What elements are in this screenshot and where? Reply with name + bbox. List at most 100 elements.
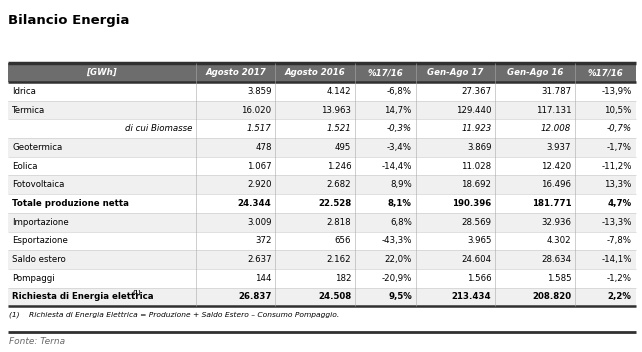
Bar xyxy=(496,194,575,213)
Bar xyxy=(196,232,275,250)
Text: 4.142: 4.142 xyxy=(327,87,351,96)
Text: 24.508: 24.508 xyxy=(318,293,351,301)
Text: Gen-Ago 16: Gen-Ago 16 xyxy=(507,68,564,77)
Bar xyxy=(496,63,575,82)
Text: 16.496: 16.496 xyxy=(541,180,571,189)
Text: Richiesta di Energia elettrica: Richiesta di Energia elettrica xyxy=(12,293,153,301)
Bar xyxy=(275,288,355,306)
Text: 2.637: 2.637 xyxy=(247,255,272,264)
Text: -14,1%: -14,1% xyxy=(601,255,632,264)
Bar xyxy=(8,194,196,213)
Bar xyxy=(8,269,196,288)
Text: Agosto 2016: Agosto 2016 xyxy=(285,68,345,77)
Text: 10,5%: 10,5% xyxy=(604,106,632,114)
Text: 13,3%: 13,3% xyxy=(604,180,632,189)
Text: 1.585: 1.585 xyxy=(546,274,571,283)
Bar xyxy=(496,175,575,194)
Text: 1.246: 1.246 xyxy=(327,162,351,171)
Bar xyxy=(415,138,496,157)
Text: 3.937: 3.937 xyxy=(547,143,571,152)
Bar xyxy=(275,63,355,82)
Bar xyxy=(496,250,575,269)
Bar xyxy=(196,175,275,194)
Text: Agosto 2017: Agosto 2017 xyxy=(205,68,266,77)
Text: (1)    Richiesta di Energia Elettrica = Produzione + Saldo Estero – Consumo Pomp: (1) Richiesta di Energia Elettrica = Pro… xyxy=(9,312,339,318)
Bar xyxy=(415,232,496,250)
Bar xyxy=(415,119,496,138)
Bar xyxy=(575,157,636,175)
Text: 181.771: 181.771 xyxy=(532,199,571,208)
Text: Fonte: Terna: Fonte: Terna xyxy=(9,337,65,346)
Bar xyxy=(575,138,636,157)
Text: Importazione: Importazione xyxy=(12,218,69,227)
Bar xyxy=(8,232,196,250)
Bar xyxy=(196,288,275,306)
Bar xyxy=(196,213,275,232)
Bar xyxy=(8,157,196,175)
Text: Pompaggi: Pompaggi xyxy=(12,274,55,283)
Bar xyxy=(196,269,275,288)
Text: 4.302: 4.302 xyxy=(546,236,571,245)
Bar xyxy=(415,194,496,213)
Text: Eolica: Eolica xyxy=(12,162,38,171)
Bar xyxy=(196,82,275,101)
Text: 31.787: 31.787 xyxy=(541,87,571,96)
Text: 28.634: 28.634 xyxy=(541,255,571,264)
Text: (1): (1) xyxy=(133,290,142,295)
Bar xyxy=(415,63,496,82)
Bar xyxy=(196,63,275,82)
Text: -43,3%: -43,3% xyxy=(381,236,412,245)
Bar xyxy=(8,119,196,138)
Bar xyxy=(275,269,355,288)
Text: %17/16: %17/16 xyxy=(587,68,623,77)
Bar xyxy=(8,82,196,101)
Bar xyxy=(415,101,496,119)
Bar xyxy=(496,157,575,175)
Text: 3.859: 3.859 xyxy=(247,87,272,96)
Bar xyxy=(496,269,575,288)
Text: 1.521: 1.521 xyxy=(327,124,351,133)
Bar xyxy=(575,82,636,101)
Text: 2,2%: 2,2% xyxy=(608,293,632,301)
Text: -11,2%: -11,2% xyxy=(601,162,632,171)
Bar xyxy=(415,288,496,306)
Bar xyxy=(496,288,575,306)
Bar xyxy=(8,288,196,306)
Bar xyxy=(355,194,415,213)
Bar xyxy=(275,194,355,213)
Text: 2.682: 2.682 xyxy=(327,180,351,189)
Bar xyxy=(355,213,415,232)
Text: %17/16: %17/16 xyxy=(367,68,403,77)
Text: Bilancio Energia: Bilancio Energia xyxy=(8,14,129,27)
Text: -14,4%: -14,4% xyxy=(381,162,412,171)
Bar xyxy=(355,119,415,138)
Bar xyxy=(275,119,355,138)
Text: 1.517: 1.517 xyxy=(247,124,272,133)
Text: -0,3%: -0,3% xyxy=(386,124,412,133)
Bar xyxy=(275,175,355,194)
Text: 208.820: 208.820 xyxy=(532,293,571,301)
Bar xyxy=(355,157,415,175)
Bar xyxy=(415,250,496,269)
Text: 13.963: 13.963 xyxy=(321,106,351,114)
Bar xyxy=(575,213,636,232)
Text: 11.028: 11.028 xyxy=(462,162,492,171)
Bar xyxy=(496,82,575,101)
Bar xyxy=(575,175,636,194)
Bar xyxy=(275,138,355,157)
Bar xyxy=(196,138,275,157)
Text: 12.008: 12.008 xyxy=(541,124,571,133)
Bar xyxy=(8,138,196,157)
Text: 2.818: 2.818 xyxy=(327,218,351,227)
Text: Idrica: Idrica xyxy=(12,87,36,96)
Bar xyxy=(275,232,355,250)
Text: Fotovoltaica: Fotovoltaica xyxy=(12,180,65,189)
Bar xyxy=(415,213,496,232)
Text: di cui Biomasse: di cui Biomasse xyxy=(125,124,192,133)
Bar xyxy=(355,101,415,119)
Text: -20,9%: -20,9% xyxy=(381,274,412,283)
Bar xyxy=(415,269,496,288)
Text: -3,4%: -3,4% xyxy=(387,143,412,152)
Bar xyxy=(415,157,496,175)
Text: 190.396: 190.396 xyxy=(452,199,492,208)
